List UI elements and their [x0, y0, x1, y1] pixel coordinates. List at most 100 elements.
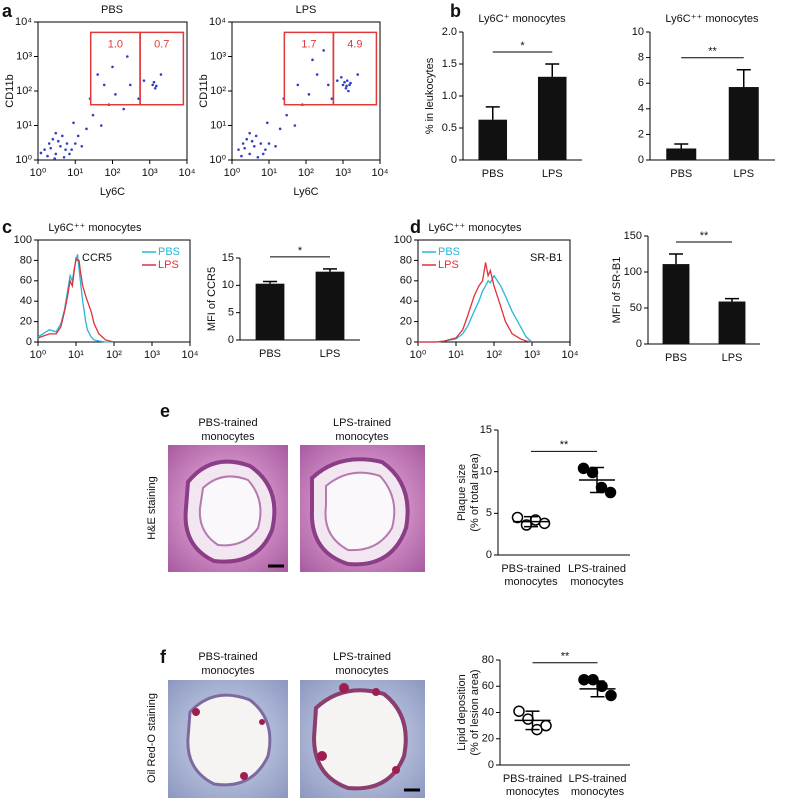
x-tick-label: PBS-trained [501, 563, 560, 575]
y-tick-label: 80 [482, 654, 494, 666]
event-dot [114, 93, 117, 96]
x-tick-label: 10¹ [68, 349, 84, 361]
y-axis-label: Lipid deposition [456, 674, 468, 750]
event-dot [256, 155, 260, 159]
x-tick-label: 10⁰ [410, 349, 427, 361]
y-tick-label: 15 [222, 252, 234, 264]
micrograph-group: PBS-trained monocytes LPS-trained monocy… [146, 651, 425, 798]
event-dot [122, 107, 126, 111]
event-dot [264, 148, 267, 151]
event-dot [254, 134, 258, 138]
plaque [186, 693, 272, 787]
lumen [198, 475, 262, 547]
plot-frame [417, 239, 571, 343]
y-tick-label: 10³ [210, 50, 226, 62]
y-tick-label: 20 [482, 733, 494, 745]
y-tick-label: 100 [624, 266, 642, 278]
event-dot [278, 127, 282, 131]
x-tick-label: PBS-trained [503, 773, 562, 785]
event-dot [80, 144, 84, 148]
panel-letter: c [2, 217, 12, 237]
gate-percent: 4.9 [347, 38, 362, 50]
plot-frame [37, 21, 188, 161]
data-point [522, 713, 534, 725]
event-dot [76, 134, 80, 138]
x-tick-label: 10² [298, 167, 314, 179]
x-tick-label: 10⁰ [224, 167, 241, 179]
lipid-stain [339, 683, 349, 693]
x-tick-label: monocytes [504, 576, 558, 588]
significance-label: ** [708, 46, 717, 58]
bar [662, 264, 690, 344]
event-dot [59, 144, 62, 148]
event-dot [248, 152, 251, 156]
event-dot [155, 84, 158, 88]
x-tick-label: PBS [482, 168, 504, 180]
event-dot [311, 58, 314, 62]
event-dot [70, 148, 73, 151]
event-dot [54, 131, 58, 135]
gate-percent: 1.0 [108, 38, 123, 50]
data-point [605, 689, 617, 702]
bar [478, 119, 508, 160]
chart-title: Ly6C⁺ monocytes [478, 13, 566, 25]
lipid-stain [192, 708, 200, 716]
legend-label: LPS [158, 259, 179, 271]
event-dot [56, 139, 60, 143]
x-tick-label: monocytes [506, 786, 560, 798]
event-dot [335, 79, 339, 82]
data-point [540, 719, 552, 732]
chart-title: Ly6C⁺⁺ monocytes [48, 222, 142, 234]
lipid-stain [240, 772, 248, 780]
y-tick-label: 10 [480, 466, 492, 478]
event-dot [68, 152, 71, 156]
y-tick-label: 1.0 [442, 90, 457, 102]
y-tick-label: 10¹ [210, 119, 226, 131]
event-dot [99, 124, 103, 127]
x-tick-label: monocytes [571, 786, 625, 798]
gate [139, 31, 185, 106]
event-dot [250, 139, 254, 143]
y-tick-label: 4 [638, 103, 644, 115]
data-point [513, 705, 525, 717]
bar [537, 76, 567, 160]
y-tick-label: 10⁰ [209, 154, 226, 166]
panel-letter: a [2, 1, 13, 21]
y-tick-label: 0 [636, 338, 642, 350]
group-label: monocytes [335, 665, 389, 677]
y-tick-label: 0.5 [442, 122, 457, 134]
event-dot [330, 97, 334, 100]
bar [718, 301, 746, 344]
data-point [577, 462, 590, 475]
event-dot [326, 83, 330, 87]
bar [315, 271, 345, 340]
y-tick-label: 100 [14, 234, 32, 246]
panel-letter: e [160, 401, 170, 421]
event-dot [248, 131, 251, 135]
event-dot [296, 83, 300, 87]
significance-label: * [298, 245, 303, 257]
y-tick-label: 5 [228, 307, 234, 319]
data-point [511, 511, 524, 524]
group-label: LPS-trained [333, 417, 391, 429]
event-dot [261, 152, 265, 156]
significance-label: * [520, 40, 525, 52]
y-tick-label: 80 [400, 254, 412, 266]
group-label: monocytes [201, 665, 255, 677]
histogram-line [418, 262, 533, 343]
event-dot [243, 146, 246, 150]
x-tick-label: 10⁴ [562, 349, 579, 361]
x-tick-label: 10⁴ [372, 167, 389, 179]
event-dot [46, 154, 49, 158]
x-tick-label: LPS [733, 168, 754, 180]
y-tick-label: 20 [400, 316, 412, 328]
event-dot [102, 83, 106, 87]
event-dot [126, 55, 129, 58]
x-tick-label: LPS [722, 352, 743, 364]
event-dot [51, 137, 55, 141]
x-tick-label: PBS [259, 348, 281, 360]
event-dot [315, 73, 319, 76]
x-tick-label: LPS [320, 348, 341, 360]
x-tick-label: 10³ [144, 349, 160, 361]
